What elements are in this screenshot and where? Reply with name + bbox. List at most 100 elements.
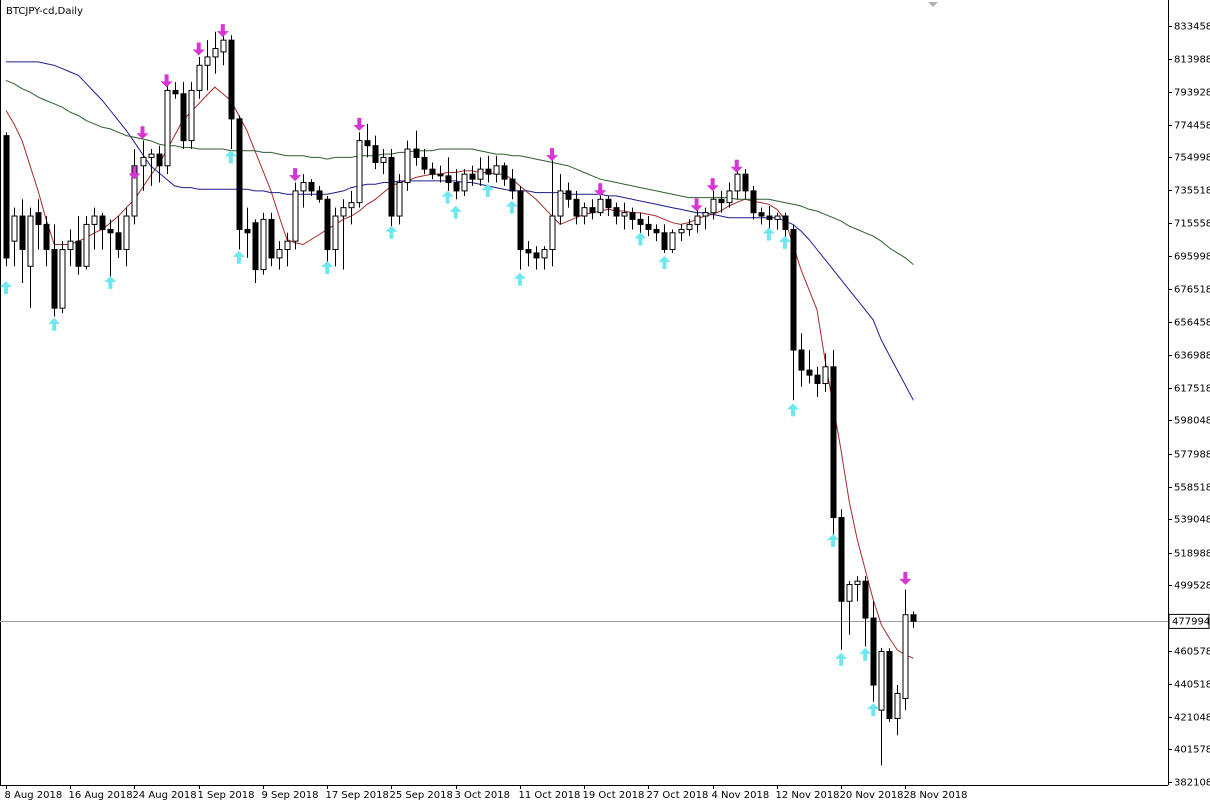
y-tick-label: 421048 [1174,713,1210,724]
candle-body [838,517,845,602]
candle-body [525,249,532,254]
y-tick-label: 774458 [1174,121,1210,132]
candle-body [485,168,492,175]
candle-body [380,156,387,163]
x-tick-label: 8 Aug 2018 [5,790,63,801]
candle-body [437,173,444,177]
y-tick-label: 617518 [1174,384,1210,395]
y-tick-label: 401578 [1174,745,1210,756]
down-arrow [216,24,229,38]
up-arrow [48,317,61,331]
x-tick-label: 16 Aug 2018 [69,790,133,801]
candle-body [324,198,331,251]
down-arrow [160,74,173,88]
candle-body [364,140,371,147]
y-tick-label: 715558 [1174,219,1210,230]
candle-body [284,240,291,251]
y-tick-label: 440518 [1174,680,1210,691]
candle-body [413,148,420,158]
candle-body [356,140,363,204]
x-tick-label: 9 Sep 2018 [262,790,319,801]
candle-body [910,614,917,622]
candle-body [822,366,829,385]
candle-body [678,228,685,234]
candle-body [710,198,717,214]
x-tick-label: 25 Sep 2018 [390,790,453,801]
x-tick-label: 20 Nov 2018 [840,790,904,801]
up-arrow [786,403,799,417]
candle-body [396,182,403,217]
y-tick-label: 558518 [1174,483,1210,494]
candle-body [734,173,741,192]
up-arrow [481,183,494,197]
candle-body [3,135,10,259]
y-tick-label: 833458 [1174,22,1210,33]
candle-body [758,212,765,217]
candle-body [83,223,90,267]
x-tick-label: 17 Sep 2018 [326,790,389,801]
y-tick-label: 676518 [1174,285,1210,296]
candle-body [308,182,315,192]
candle-body [292,190,299,242]
candle-body [252,222,259,271]
candle-body [613,207,620,217]
up-arrow [778,235,791,249]
x-tick-label: 11 Oct 2018 [519,790,581,801]
candle-body [694,215,701,225]
up-arrow [859,647,872,661]
candle-body [35,212,42,225]
y-tick-label: 793928 [1174,88,1210,99]
candle-body [123,215,130,251]
candle-body [854,580,861,586]
candle-body [814,374,821,385]
up-arrow [232,250,245,264]
up-arrow [505,200,518,214]
candle-body [316,190,323,200]
candle-body [51,249,58,309]
candle-body [340,207,347,217]
candle-body [621,212,628,217]
candle-body [188,89,195,142]
x-tick-label: 19 Oct 2018 [583,790,645,801]
down-arrow [192,42,205,56]
down-arrow [546,148,559,162]
candle-body [774,215,781,220]
candle-body [581,207,588,217]
candle-body [260,218,267,271]
candle-body [220,39,227,53]
candle-body [629,212,636,220]
y-tick-label: 598048 [1174,416,1210,427]
x-tick-label: 4 Nov 2018 [712,790,770,801]
y-tick-label: 754998 [1174,153,1210,164]
candle-body [862,580,869,619]
candle-body [388,156,395,217]
candle-body [661,232,668,251]
candle-body [806,369,813,376]
candle-body [131,165,138,217]
candle-body [870,617,877,686]
up-arrow [835,652,848,666]
y-tick-label: 499528 [1174,581,1210,592]
candle-body [605,198,612,209]
candle-body [517,190,524,251]
down-arrow [899,571,912,585]
candle-body [348,202,355,209]
up-arrow [0,281,12,295]
candle-body [59,249,66,309]
candle-body [204,56,211,66]
candle-body [268,218,275,259]
y-tick-label: 695998 [1174,252,1210,263]
candle-body [541,249,548,259]
candle-body [244,228,251,234]
chart-title: BTCJPY-cd,Daily [6,6,83,17]
candle-body [750,190,757,214]
up-arrow [658,255,671,269]
candle-body [140,156,147,167]
candle-body [164,89,171,167]
candle-body [236,118,243,230]
up-arrow [224,150,237,164]
candle-body [43,223,50,251]
y-tick-label: 735518 [1174,186,1210,197]
